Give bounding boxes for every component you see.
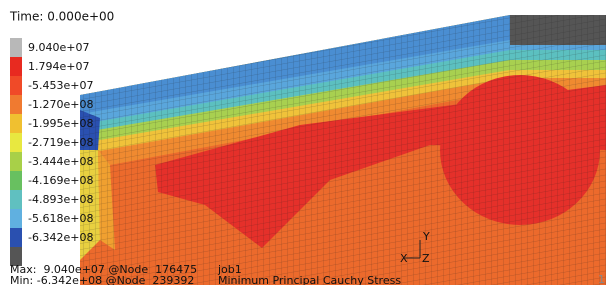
viewport: 9.040e+07 1.794e+07 -5.453e+07 -1.270e+08 -1… bbox=[0, 0, 606, 285]
legend-swatch bbox=[10, 114, 22, 133]
time-label: Time: 0.000e+00 bbox=[9, 10, 114, 24]
triad-z: Z bbox=[422, 252, 430, 265]
legend-swatch bbox=[10, 133, 22, 152]
legend-swatch bbox=[10, 171, 22, 190]
page: {"header": {"time": "Time: 0.000e+00"}, … bbox=[0, 0, 606, 285]
legend-swatch bbox=[10, 38, 22, 57]
quantity-label: Minimum Principal Cauchy Stress bbox=[218, 274, 401, 285]
legend-swatch bbox=[10, 209, 22, 228]
min-label: Min: -6.342e+08 @Node 239392 bbox=[10, 274, 194, 285]
legend-swatch bbox=[10, 76, 22, 95]
legend-label: -4.169e+08 bbox=[28, 174, 93, 187]
legend-label: -3.444e+08 bbox=[28, 155, 93, 168]
legend-swatch bbox=[10, 190, 22, 209]
legend-swatch bbox=[10, 228, 22, 247]
legend-swatch bbox=[10, 152, 22, 171]
legend-label: -1.995e+08 bbox=[28, 117, 93, 130]
legend-label: 9.040e+07 bbox=[28, 41, 89, 54]
legend-swatch bbox=[10, 95, 22, 114]
triad-x: X bbox=[400, 252, 408, 265]
legend-label: 1.794e+07 bbox=[28, 60, 89, 73]
legend-label: -5.618e+08 bbox=[28, 212, 93, 225]
legend-label: -1.270e+08 bbox=[28, 98, 93, 111]
legend-label: -2.719e+08 bbox=[28, 136, 93, 149]
model bbox=[80, 0, 606, 285]
legend-label: -6.342e+08 bbox=[28, 231, 93, 244]
legend-label: -5.453e+07 bbox=[28, 79, 93, 92]
frame-number: 1 bbox=[598, 273, 605, 285]
legend-swatch bbox=[10, 57, 22, 76]
triad-y: Y bbox=[422, 230, 430, 243]
legend-label: -4.893e+08 bbox=[28, 193, 93, 206]
